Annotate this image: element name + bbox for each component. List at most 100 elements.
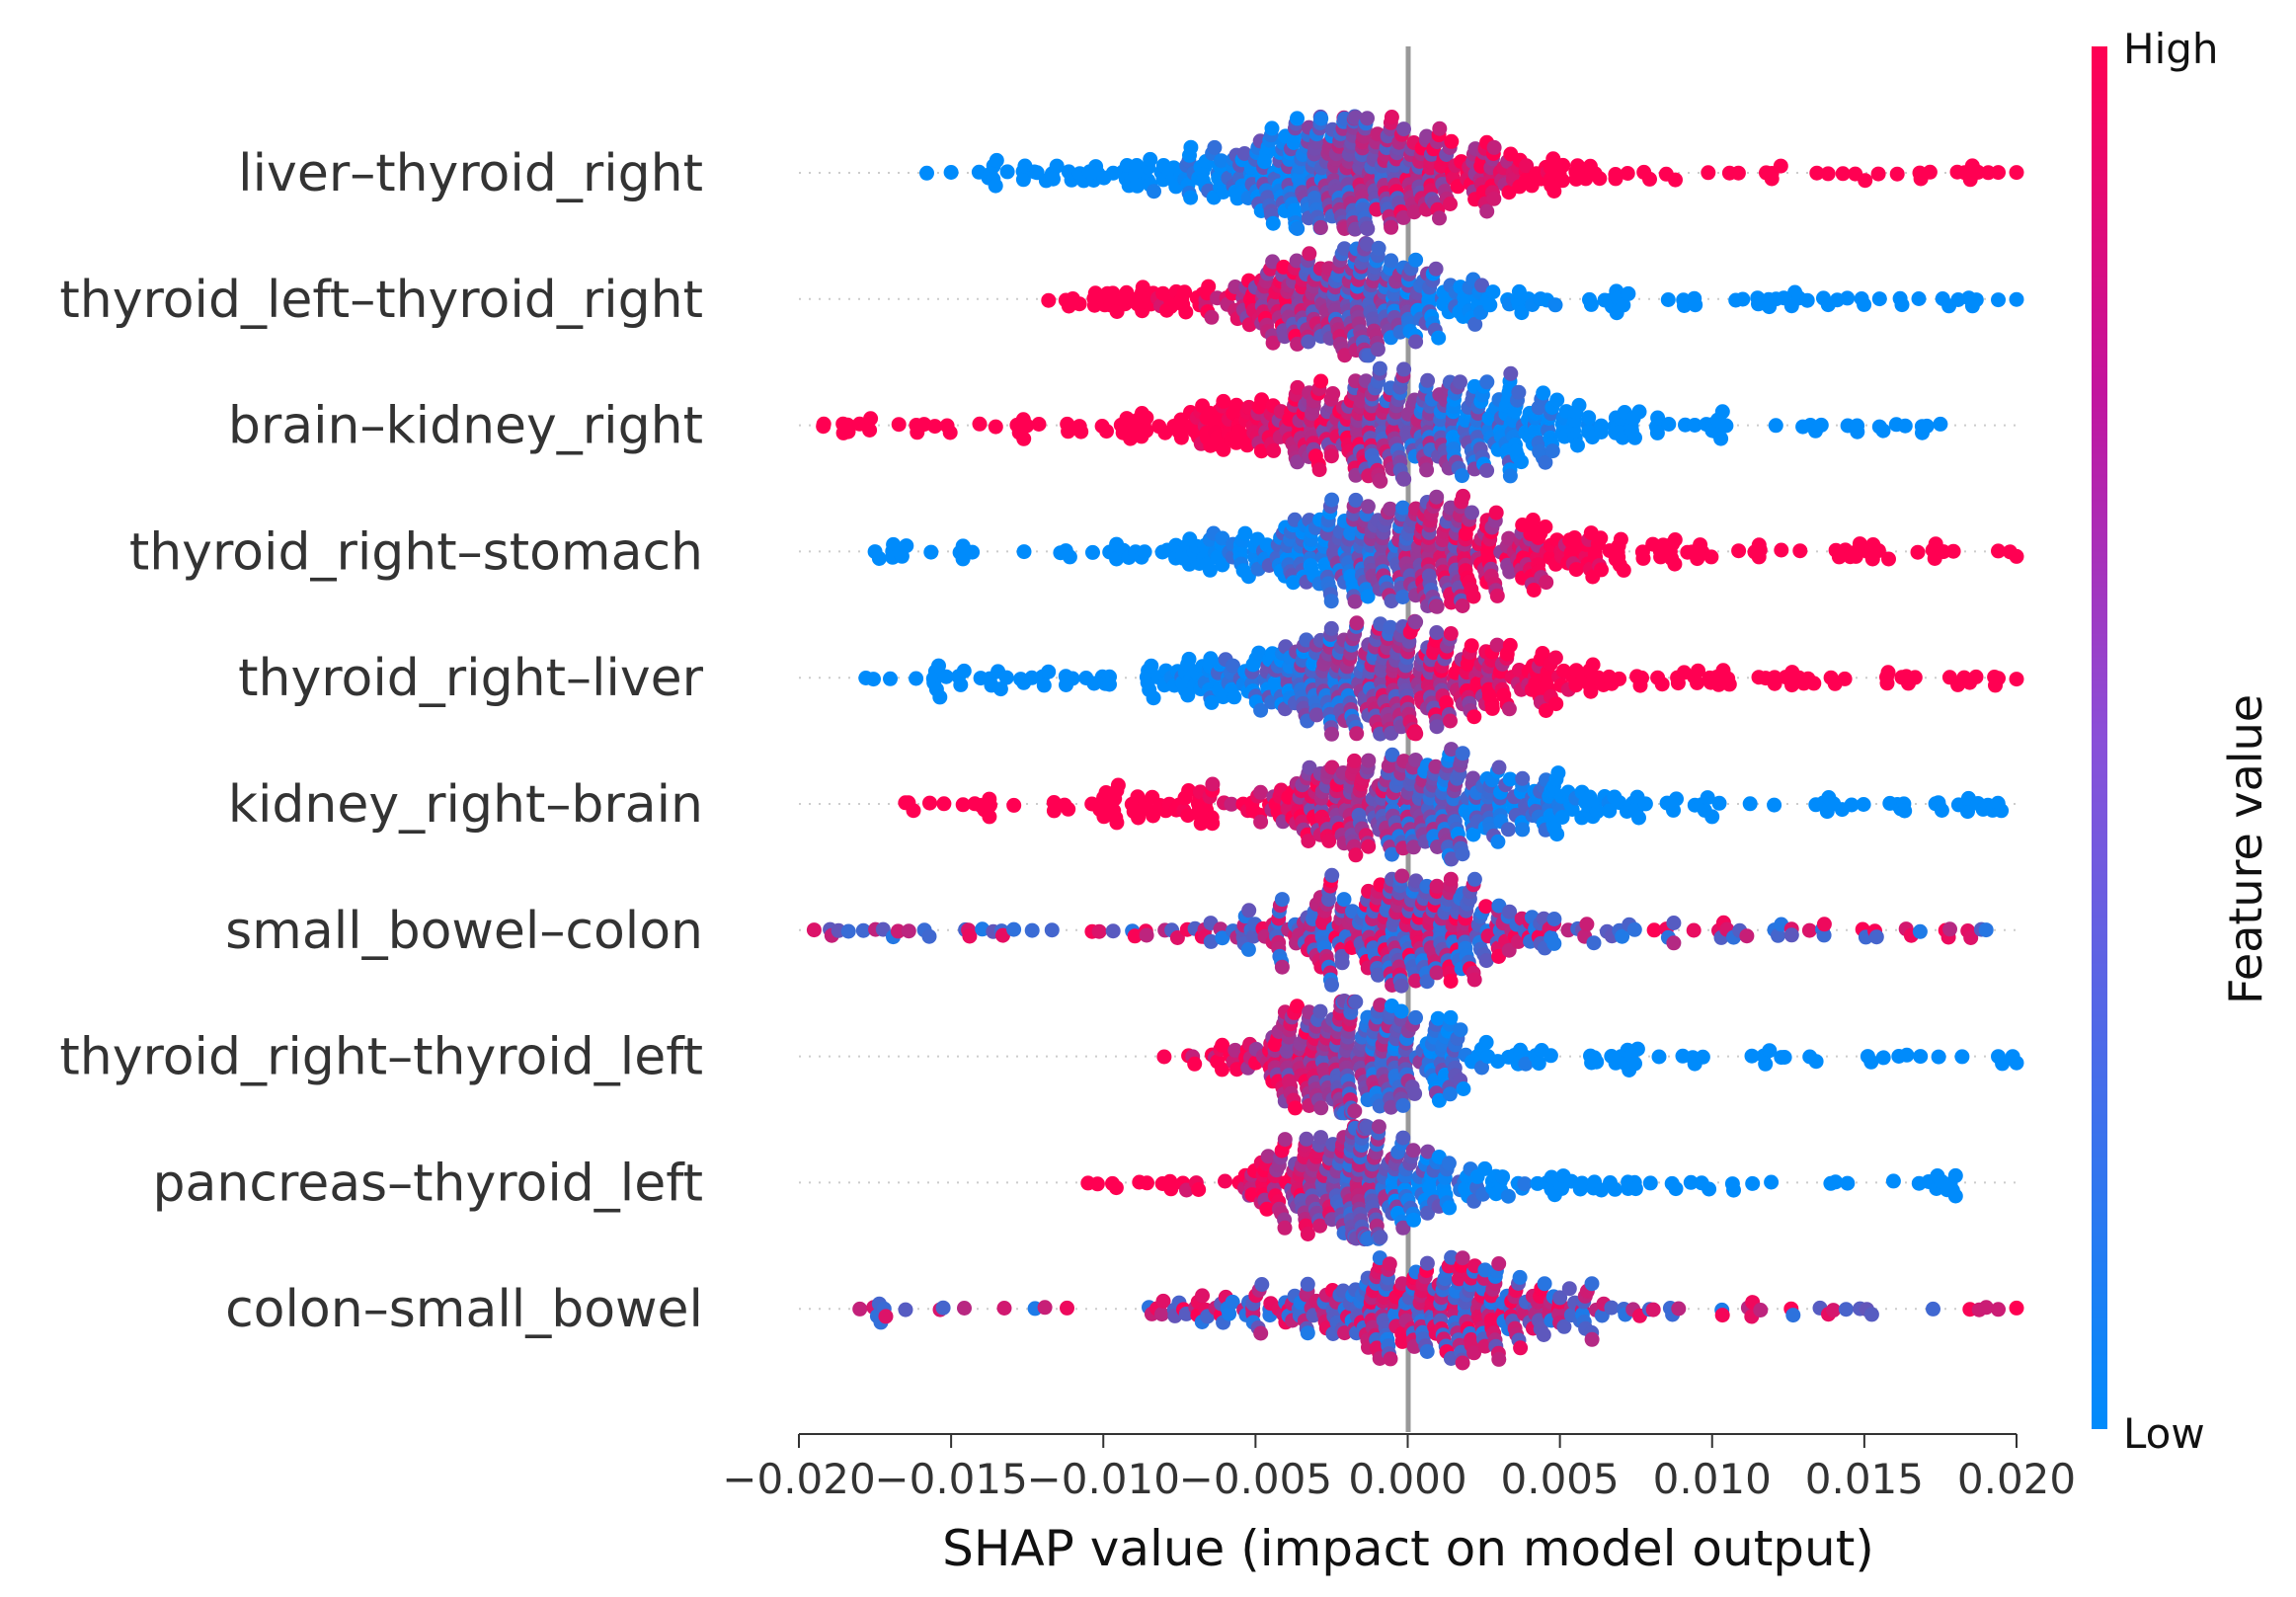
shap-dot [1968,292,1984,308]
shap-dot [1428,759,1444,774]
shap-dot [1406,1212,1421,1228]
shap-dot [1146,808,1161,824]
shap-dot [1871,291,1887,307]
shap-dot [1544,443,1560,459]
shap-dot [1180,687,1196,703]
shap-dot [1501,530,1517,546]
shap-dot [1816,927,1832,943]
shap-dot [1581,410,1597,426]
shap-dot [816,416,831,432]
shap-dot [1071,296,1087,312]
shap-dot [1666,802,1681,818]
shap-dot [1870,166,1886,182]
shap-dot [1926,1301,1940,1317]
shap-dot [1393,978,1409,994]
shap-dot [1226,658,1240,674]
shap-dot [1420,372,1436,388]
shap-dot [1407,1085,1423,1101]
shap-dot [1627,430,1642,445]
shap-dot [1019,418,1035,434]
shap-dot [1408,334,1424,350]
shap-dot [1324,492,1340,508]
dots-layer [806,109,2024,1371]
shap-dot [1978,922,1994,938]
shap-dot [1668,172,1683,188]
shap-dot [1695,1049,1710,1065]
shap-dot [1991,165,2006,181]
shap-dot [1143,151,1158,167]
shap-dot [1360,111,1375,126]
shap-dot [1359,236,1375,252]
shap-dot [1015,172,1031,188]
shap-dot [1406,204,1422,220]
shap-dot [1491,1256,1507,1271]
shap-dot [1325,386,1341,401]
shap-dot [1429,599,1445,614]
shap-dot [1467,316,1483,332]
shap-dot [1361,753,1377,768]
shap-dot [1539,575,1554,591]
shap-dot [1408,1009,1423,1025]
shap-dot [1863,1054,1879,1070]
shap-dot [1703,549,1719,565]
x-tick-label: 0.010 [1653,1455,1772,1503]
shap-dot [1567,530,1582,545]
shap-dot [1543,1048,1558,1064]
shap-dot [1408,614,1424,630]
shap-dot [1635,550,1651,566]
shap-dot [1299,1131,1314,1147]
shap-dot [1978,1300,1994,1316]
shap-dot [1163,299,1179,314]
shap-dot [1385,747,1400,762]
shap-dot [1036,678,1052,693]
shap-dot [1571,397,1587,413]
shap-dot [1225,1294,1240,1310]
shap-dot [1202,562,1218,578]
shap-dot [1771,927,1785,943]
shap-dot [1419,1255,1435,1271]
shap-dot [1228,397,1244,413]
shap-dot [1922,164,1938,180]
shap-dot [1960,804,1975,820]
shap-dot [1455,1355,1470,1371]
shap-dot [1300,1325,1315,1341]
shap-dot [1752,542,1768,558]
shap-dot [1627,1181,1643,1197]
shap-dot [1347,753,1362,768]
shap-dot [1191,1182,1207,1197]
shap-dot [1550,765,1566,781]
shap-dot [806,922,822,938]
shap-dot [1041,664,1057,679]
shap-dot [1730,165,1746,181]
shap-dot [1061,424,1076,439]
shap-dot [1549,392,1565,408]
shap-dot [1721,677,1737,692]
shap-dot [2009,1300,2024,1316]
shap-dot [1442,1200,1458,1216]
shap-dot [1290,111,1305,126]
shap-dot [1502,637,1518,653]
shap-dot [1323,620,1339,636]
shap-dot [1109,815,1125,831]
shap-dot [1465,589,1481,604]
x-tick-label: 0.000 [1348,1455,1466,1503]
shap-dot [1373,1230,1388,1245]
shap-dot [1742,796,1758,812]
shap-dot [1863,1307,1879,1322]
shap-dot [1395,1097,1411,1113]
shap-dot [1637,796,1653,812]
shap-dot [1942,921,1957,937]
shap-dot [1288,1100,1303,1116]
shap-dot [1193,816,1209,832]
shap-dot [1347,594,1363,609]
shap-dot [965,544,981,560]
shap-dot [1372,360,1387,376]
shap-dot [2009,291,2024,307]
shap-dot [1857,296,1872,312]
shap-dot [1348,847,1364,863]
shap-dot [1486,191,1502,206]
colorbar: High Low Feature value [2092,25,2272,1458]
shap-dot [1337,348,1353,363]
shap-dot [1840,290,1856,306]
shap-dot [1420,1205,1435,1221]
